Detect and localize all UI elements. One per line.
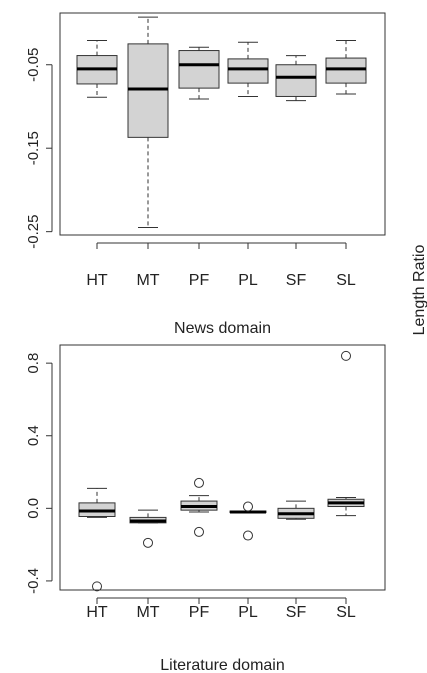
literature-domain-panel: -0.4 0.0 0.4 0.8 HT MT PF PL SF SL Literature doma…	[25, 344, 386, 673]
box-ht	[78, 487, 116, 592]
x-tick-label: SL	[336, 604, 356, 621]
outlier-point	[92, 581, 102, 592]
x-tick-label: HT	[86, 604, 108, 621]
box-iqr	[227, 58, 269, 84]
box-sf	[277, 500, 315, 520]
y-tick-label: -0.05	[25, 48, 42, 82]
box-iqr	[275, 64, 317, 97]
y-tick-label: 0.8	[25, 353, 42, 374]
box-pf	[178, 46, 220, 100]
box-sl	[325, 40, 367, 95]
box-sl	[327, 350, 365, 517]
outlier-point	[194, 526, 204, 537]
plot-frame	[59, 12, 386, 236]
y-tick-label: -0.25	[25, 215, 42, 249]
outlier-point	[194, 477, 204, 488]
box-pl	[229, 501, 267, 541]
y-axis-title: Length Ratio	[411, 245, 427, 336]
x-tick-label: MT	[136, 272, 159, 289]
y-tick-label: -0.4	[25, 568, 42, 594]
box-sf	[275, 55, 317, 102]
outlier-point	[243, 530, 253, 541]
box-ht	[76, 40, 118, 98]
x-tick-label: SF	[286, 272, 307, 289]
box-iqr	[178, 50, 220, 89]
x-tick-label: PL	[238, 604, 258, 621]
box-pl	[227, 41, 269, 97]
x-tick-label: MT	[136, 604, 159, 621]
box-mt	[129, 509, 167, 548]
x-tick-label: SF	[286, 604, 307, 621]
x-tick-label: PF	[189, 272, 210, 289]
x-tick-label: SL	[336, 272, 356, 289]
y-tick-label: 0.0	[25, 498, 42, 519]
y-tick-label: 0.4	[25, 425, 42, 446]
outlier-point	[143, 537, 153, 548]
news-domain-panel: -0.25 -0.15 -0.05 HT MT PF PL SF SL News domain	[25, 12, 386, 337]
outlier-point	[243, 501, 253, 512]
x-axis-title: News domain	[174, 320, 271, 337]
box-iqr	[127, 43, 169, 138]
x-tick-label: HT	[86, 272, 108, 289]
box-mt	[127, 16, 169, 228]
box-pf	[180, 477, 218, 537]
x-axis-title: Literature domain	[160, 657, 285, 673]
plot-frame	[59, 344, 386, 591]
x-tick-label: PL	[238, 272, 258, 289]
x-tick-label: PF	[189, 604, 210, 621]
box-iqr	[325, 57, 367, 84]
outlier-point	[341, 350, 351, 361]
y-tick-label: -0.15	[25, 131, 42, 165]
